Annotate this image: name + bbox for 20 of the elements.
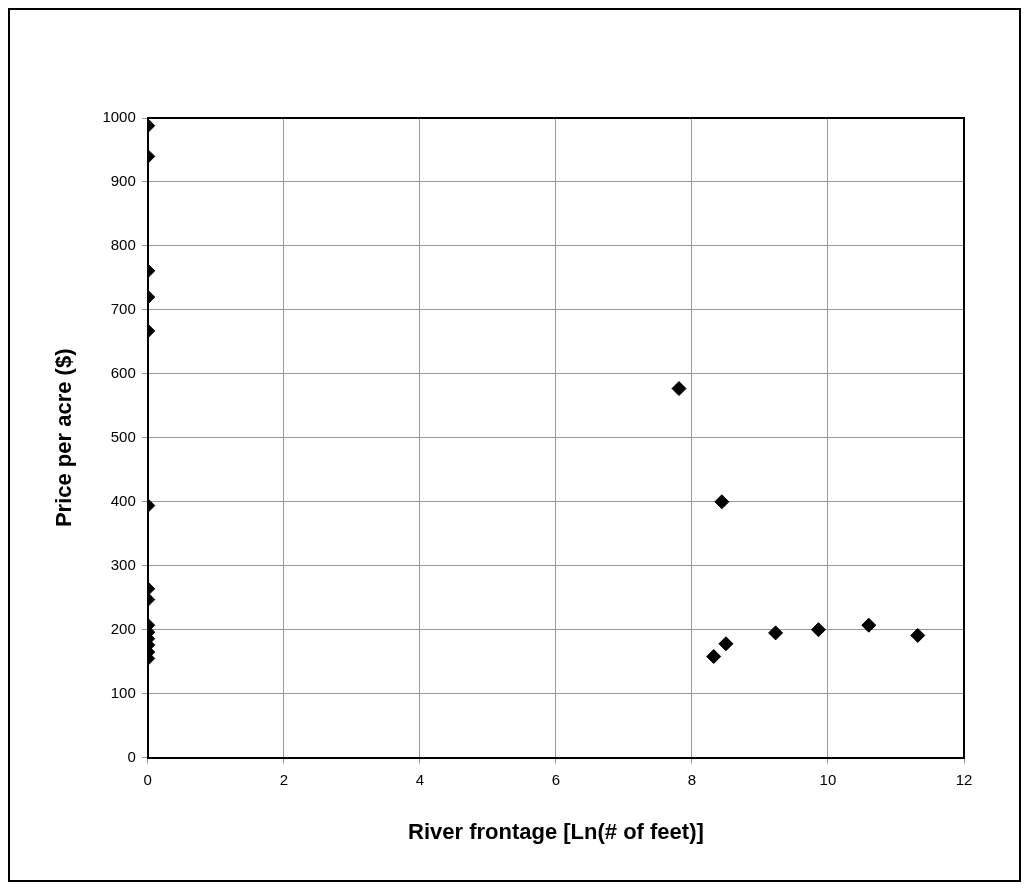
y-tick-label: 100 <box>110 683 136 701</box>
y-tick-label: 1000 <box>102 108 136 126</box>
y-tick-label: 300 <box>110 555 136 573</box>
x-tick-label: 10 <box>819 770 837 788</box>
y-tick-label: 500 <box>110 427 136 445</box>
x-tick-label: 2 <box>279 770 288 788</box>
x-tick-label: 6 <box>551 770 561 788</box>
x-tick-label: 12 <box>955 770 973 788</box>
y-tick-label: 200 <box>110 619 136 637</box>
y-tick-label: 0 <box>127 747 136 765</box>
y-tick-label: 700 <box>110 300 136 318</box>
x-tick-label: 0 <box>143 770 152 788</box>
y-tick-label: 800 <box>110 236 136 254</box>
y-tick-label: 600 <box>110 363 136 381</box>
x-tick-label: 8 <box>687 770 697 788</box>
y-axis-title: Price per acre ($) <box>51 348 77 528</box>
y-tick-label: 400 <box>110 491 136 509</box>
x-tick-label: 4 <box>415 770 425 788</box>
x-axis-title: River frontage [Ln(# of feet)] <box>407 818 704 844</box>
y-tick-label: 900 <box>110 172 136 190</box>
